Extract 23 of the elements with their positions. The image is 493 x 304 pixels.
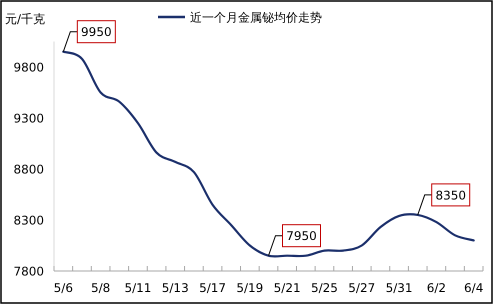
data-label: 7950 xyxy=(286,229,317,244)
x-tick-label: 5/13 xyxy=(162,281,189,295)
data-label: 8350 xyxy=(435,188,466,202)
x-tick-label: 5/6 xyxy=(54,281,73,295)
x-tick-label: 5/8 xyxy=(90,281,110,295)
x-tick-label: 5/25 xyxy=(310,281,338,295)
x-tick-label: 5/21 xyxy=(274,281,301,295)
x-tick-label: 6/4 xyxy=(464,281,484,295)
line-series xyxy=(62,50,475,258)
y-tick-label: 8800 xyxy=(13,162,44,176)
y-tick-label: 9300 xyxy=(13,112,44,126)
x-tick-label: 6/2 xyxy=(426,281,446,295)
x-tick-label: 5/31 xyxy=(386,281,413,295)
x-tick-label: 5/19 xyxy=(236,281,264,295)
legend-label: 近一个月金属铋均价走势 xyxy=(190,10,322,24)
x-tick-label: 5/17 xyxy=(199,281,226,295)
data-label: 9950 xyxy=(81,25,112,40)
y-tick-label: 7800 xyxy=(13,264,44,278)
x-tick-label: 5/27 xyxy=(348,281,376,295)
y-axis-title: 元/千克 xyxy=(5,12,46,26)
y-tick-label: 9800 xyxy=(13,60,44,74)
y-tick-label: 8300 xyxy=(13,214,44,228)
x-tick-label: 5/11 xyxy=(124,281,152,295)
